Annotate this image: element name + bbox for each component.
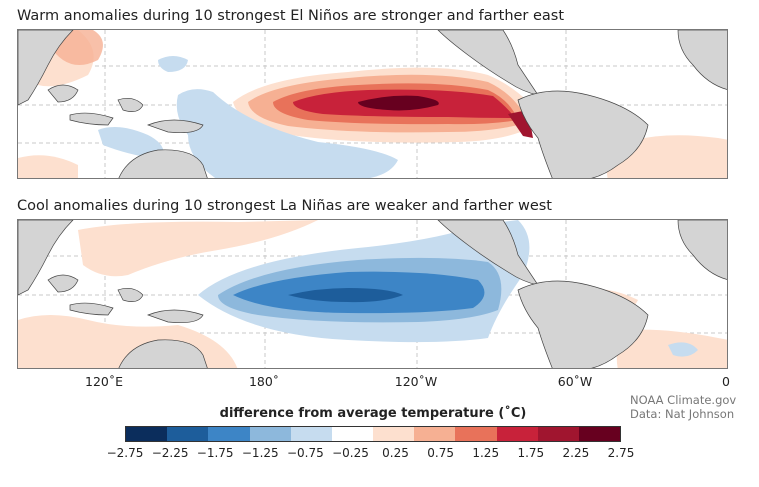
el-nino-panel-title: Warm anomalies during 10 strongest El Ni… (17, 8, 565, 24)
legend-title: difference from average temperature (˚C) (219, 406, 527, 421)
colorbar-swatch (290, 427, 332, 441)
el-nino-map-svg (18, 30, 727, 178)
colorbar-tick-label: −1.75 (196, 446, 234, 460)
colorbar-swatch (537, 427, 579, 441)
lon-label-60w: 60˚W (557, 374, 593, 389)
colorbar-swatch (331, 427, 374, 441)
credit-source: NOAA Climate.gov (630, 393, 737, 407)
el-nino-cool-anomaly (98, 56, 398, 178)
colorbar-tick-label: −2.25 (151, 446, 189, 460)
lon-label-120e: 120˚E (84, 374, 124, 389)
colorbar-tick-label: 1.25 (472, 446, 500, 460)
colorbar-tick-label: −0.75 (286, 446, 324, 460)
colorbar-tick-label: 0.75 (427, 446, 454, 460)
colorbar-tick-label: 1.75 (517, 446, 545, 460)
la-nina-panel-title: Cool anomalies during 10 strongest La Ni… (17, 198, 552, 214)
la-nina-warm-anomaly (18, 220, 727, 368)
colorbar-tick-label: 0.25 (382, 446, 409, 460)
la-nina-map-svg (18, 220, 727, 368)
colorbar-swatch (249, 427, 291, 441)
la-nina-map (17, 219, 728, 369)
colorbar-tick-label: −1.25 (241, 446, 279, 460)
la-nina-land (18, 220, 727, 368)
colorbar-swatch (126, 427, 168, 441)
colorbar-tick-label: 2.25 (562, 446, 590, 460)
lon-label-180: 180˚ (248, 374, 280, 389)
colorbar-swatch (414, 427, 456, 441)
colorbar-tick-label: −2.75 (106, 446, 144, 460)
colorbar-swatch (208, 427, 250, 441)
la-nina-cool-anomaly (198, 220, 698, 357)
colorbar-swatch (578, 427, 621, 441)
colorbar-swatch (496, 427, 538, 441)
lon-label-120w: 120˚W (394, 374, 438, 389)
colorbar (125, 426, 621, 442)
el-nino-land (18, 30, 727, 178)
colorbar-tick-label: −0.25 (332, 446, 369, 460)
lon-label-0: 0 (722, 374, 730, 389)
colorbar-tick-label: 2.75 (607, 446, 635, 460)
colorbar-swatch (167, 427, 209, 441)
el-nino-map (17, 29, 728, 179)
credit-data: Data: Nat Johnson (630, 407, 735, 421)
graticule (18, 30, 727, 178)
colorbar-swatch (373, 427, 415, 441)
colorbar-swatch (455, 427, 497, 441)
